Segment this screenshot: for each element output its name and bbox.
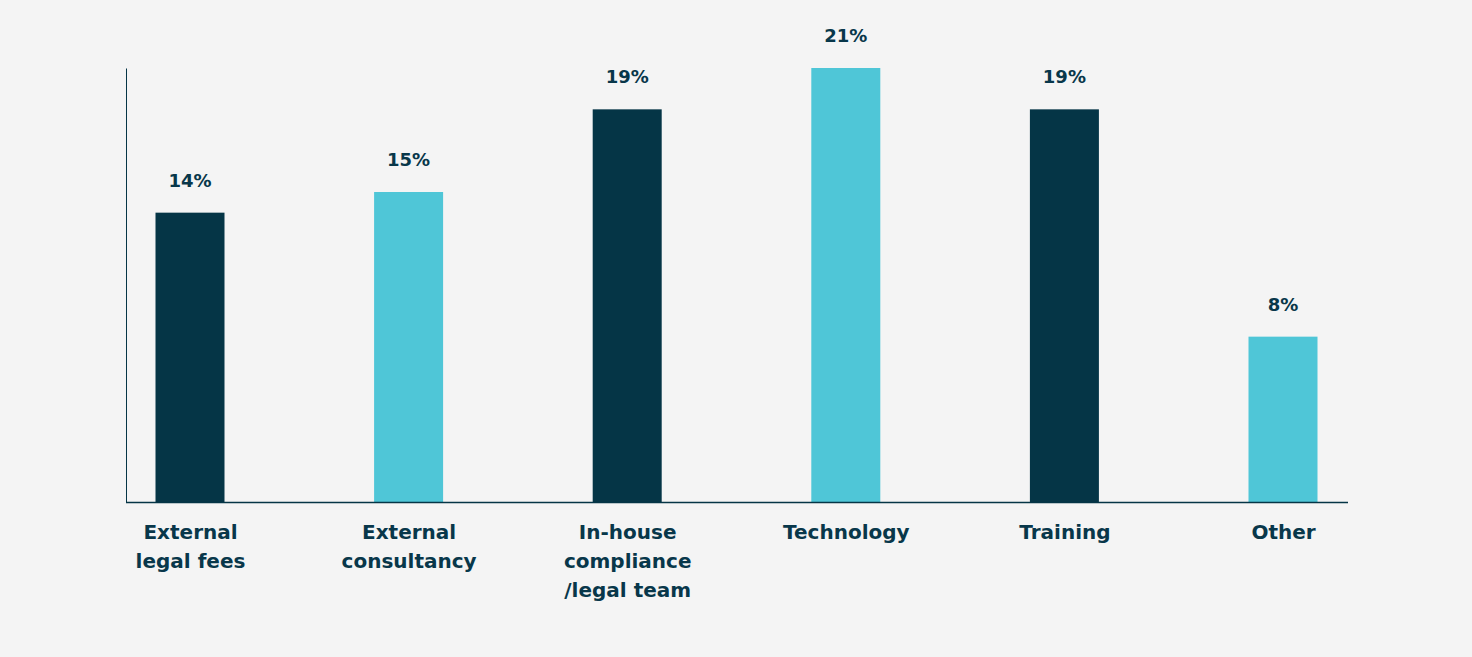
- y-axis: [126, 69, 128, 503]
- bar: [156, 213, 225, 502]
- data-label: 8%: [1268, 294, 1299, 315]
- bar: [811, 68, 880, 502]
- x-tick: External legal fees: [136, 502, 246, 573]
- x-axis-line: [126, 502, 1348, 504]
- data-label: 19%: [1043, 66, 1086, 87]
- bar: [593, 109, 662, 502]
- x-tick-label-line: /legal team: [564, 578, 691, 602]
- x-tick-label: External consultancy: [342, 520, 477, 573]
- x-tick-label-line: External: [362, 520, 456, 544]
- x-tick: External consultancy: [342, 502, 477, 573]
- x-tick-label: External legal fees: [136, 520, 246, 573]
- data-labels: 14% 15% 19% 21% 19% 8%: [168, 25, 1298, 315]
- y-axis-line: [126, 69, 127, 503]
- x-tick: In-house compliance/legal team: [564, 502, 692, 602]
- x-tick-label-line: Training: [1019, 520, 1110, 544]
- x-tick: Technology: [783, 502, 910, 544]
- x-tick: Training: [1019, 502, 1110, 544]
- x-tick-label: Technology: [783, 520, 910, 544]
- x-tick-label-line: Other: [1251, 520, 1315, 544]
- data-label: 19%: [606, 66, 649, 87]
- x-tick-label: Training: [1019, 520, 1110, 544]
- bars: [156, 68, 1318, 502]
- data-label: 14%: [168, 170, 211, 191]
- background: [0, 0, 1472, 657]
- x-axis: External legal fees External consultancy In-…: [126, 502, 1348, 602]
- x-tick: Other: [1251, 502, 1315, 544]
- x-tick-label-line: compliance: [564, 549, 692, 573]
- bar: [374, 192, 443, 502]
- x-tick-label-line: legal fees: [136, 549, 246, 573]
- data-label: 21%: [824, 25, 867, 46]
- data-label: 15%: [387, 149, 430, 170]
- x-tick-label: Other: [1251, 520, 1315, 544]
- x-tick-label-line: Technology: [783, 520, 910, 544]
- x-tick-label: In-house compliance/legal team: [564, 520, 692, 602]
- bar: [1030, 109, 1099, 502]
- bar: [1249, 337, 1318, 502]
- x-tick-label-line: consultancy: [342, 549, 477, 573]
- chart: External legal fees External consultancy In-…: [0, 0, 1472, 657]
- x-tick-label-line: In-house: [579, 520, 677, 544]
- x-tick-label-line: External: [143, 520, 237, 544]
